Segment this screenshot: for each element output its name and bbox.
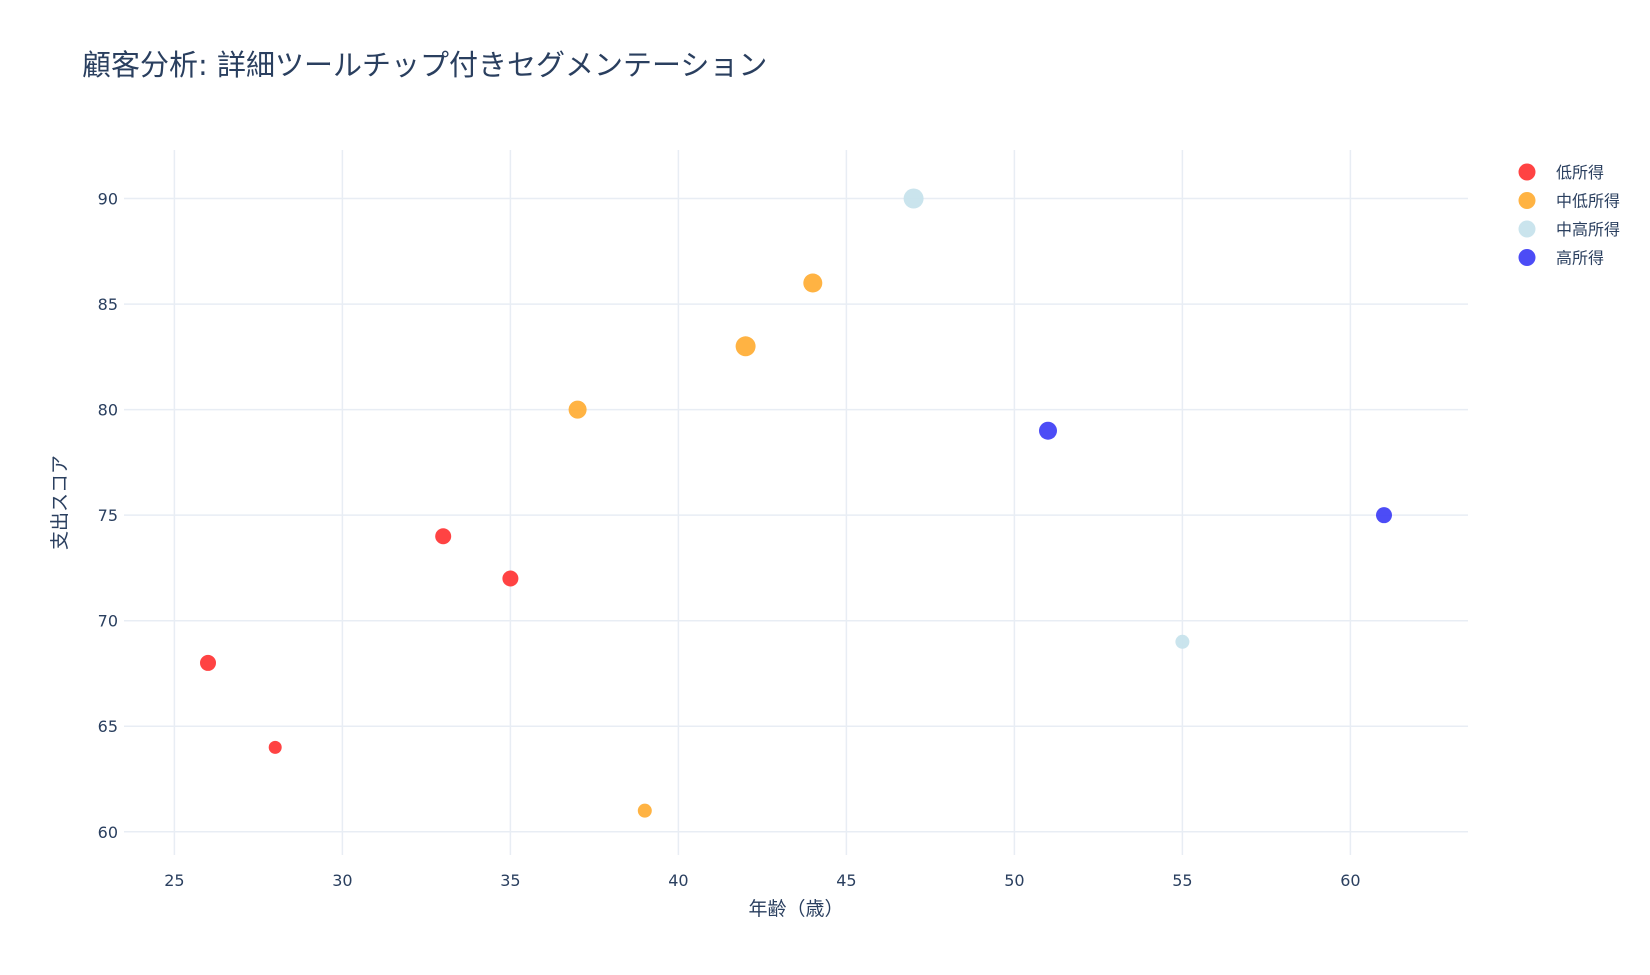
legend-label: 中高所得	[1556, 220, 1620, 239]
legend-item[interactable]: 中低所得	[1518, 192, 1621, 211]
legend-label: 高所得	[1556, 249, 1604, 268]
data-point[interactable]	[1175, 634, 1190, 649]
x-tick-label: 35	[500, 871, 520, 890]
x-tick-label: 60	[1340, 871, 1360, 890]
data-point[interactable]	[568, 400, 587, 419]
y-tick-label: 75	[98, 506, 118, 525]
data-point[interactable]	[1039, 421, 1057, 440]
data-point[interactable]	[435, 528, 452, 545]
tick-layer: 25 30 35 40 45 50 55 60 60 65 70 75 80 85 90	[98, 190, 1361, 890]
data-point[interactable]	[735, 336, 756, 357]
legend-item[interactable]: 中高所得	[1518, 220, 1621, 239]
data-point[interactable]	[268, 740, 282, 754]
x-tick-label: 30	[332, 871, 352, 890]
x-tick-label: 55	[1172, 871, 1192, 890]
legend-item[interactable]: 低所得	[1518, 163, 1605, 182]
x-tick-label: 40	[668, 871, 688, 890]
x-tick-label: 45	[836, 871, 856, 890]
y-tick-label: 65	[98, 717, 118, 736]
legend-item[interactable]: 高所得	[1518, 249, 1605, 268]
data-point[interactable]	[502, 570, 519, 587]
legend-marker	[1518, 249, 1536, 266]
data-point[interactable]	[637, 803, 652, 818]
grid-layer	[124, 150, 1468, 855]
chart-title: 顧客分析: 詳細ツールチップ付きセグメンテーション	[82, 48, 768, 82]
point-layer[interactable]	[200, 188, 1392, 818]
legend-marker	[1518, 163, 1536, 181]
y-tick-label: 70	[98, 612, 118, 631]
legend-label: 低所得	[1556, 163, 1604, 182]
data-point[interactable]	[903, 188, 924, 209]
data-point[interactable]	[803, 273, 823, 293]
y-tick-label: 80	[98, 401, 118, 420]
legend-marker	[1518, 220, 1536, 238]
legend-label: 中低所得	[1556, 192, 1620, 211]
legend-marker	[1518, 192, 1536, 209]
x-tick-label: 25	[164, 871, 184, 890]
x-axis-title: 年齢（歳）	[748, 898, 843, 920]
y-tick-label: 90	[98, 190, 118, 209]
data-point[interactable]	[1376, 507, 1392, 524]
y-tick-label: 60	[98, 823, 118, 842]
x-tick-label: 50	[1004, 871, 1024, 890]
y-tick-label: 85	[98, 295, 118, 314]
data-point[interactable]	[200, 654, 216, 671]
y-axis-title: 支出スコア	[49, 455, 71, 550]
